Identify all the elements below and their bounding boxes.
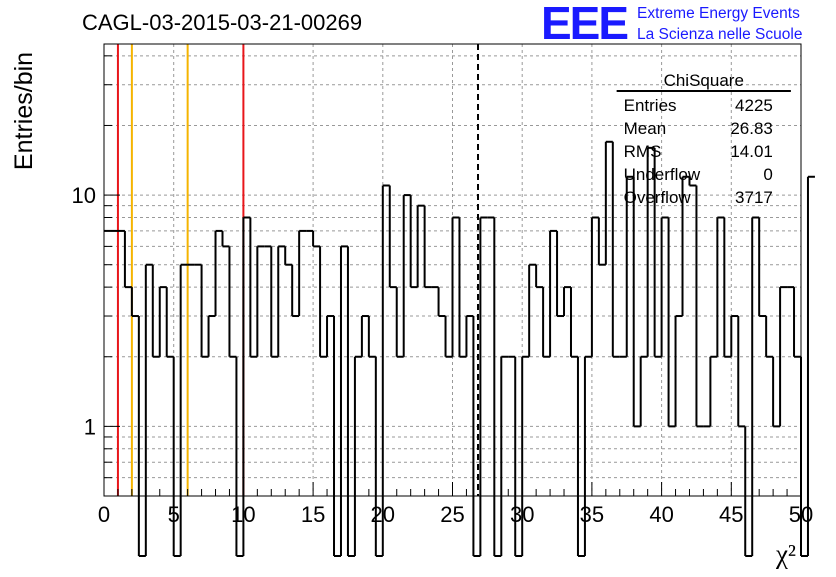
stats-value: 3717 <box>735 188 773 207</box>
x-tick-label: 40 <box>649 502 673 527</box>
chart-title: CAGL-03-2015-03-21-00269 <box>82 10 363 35</box>
x-tick-label: 35 <box>580 502 604 527</box>
stats-label: Underflow <box>624 165 701 184</box>
x-tick-label: 25 <box>440 502 464 527</box>
y-tick-label: 10 <box>72 183 96 208</box>
x-axis-label: χ² <box>775 539 796 569</box>
x-tick-label: 0 <box>98 502 110 527</box>
stats-value: 26.83 <box>730 119 773 138</box>
y-tick-label: 1 <box>84 414 96 439</box>
x-tick-label: 30 <box>510 502 534 527</box>
stats-label: RMS <box>624 142 662 161</box>
stats-value: 14.01 <box>730 142 773 161</box>
x-tick-label: 45 <box>719 502 743 527</box>
x-tick-label: 20 <box>371 502 395 527</box>
x-axis: 0 5 10 15 20 25 30 35 40 45 50 χ² <box>98 482 813 569</box>
eee-logo-mark: EEE <box>541 0 629 49</box>
x-tick-label: 50 <box>789 502 813 527</box>
logo-line-1: Extreme Energy Events <box>637 5 800 22</box>
logo-line-2: La Scienza nelle Scuole <box>637 26 803 43</box>
stats-label: Overflow <box>624 188 692 207</box>
y-axis: 1 10 Entries/bin <box>10 52 120 497</box>
eee-logo: EEE Extreme Energy Events La Scienza nel… <box>541 0 836 50</box>
x-tick-label: 10 <box>231 502 255 527</box>
y-axis-label: Entries/bin <box>10 52 38 170</box>
stats-value: 4225 <box>735 96 773 115</box>
x-tick-label: 15 <box>301 502 325 527</box>
stats-label: Entries <box>624 96 677 115</box>
stats-value: 0 <box>763 165 772 184</box>
histogram <box>104 140 815 557</box>
stats-label: Mean <box>624 119 667 138</box>
stats-box: ChiSquare Entries 4225 Mean 26.83 RMS 14.01 Und… <box>616 71 791 207</box>
x-tick-label: 5 <box>168 502 180 527</box>
stats-title: ChiSquare <box>664 71 744 90</box>
